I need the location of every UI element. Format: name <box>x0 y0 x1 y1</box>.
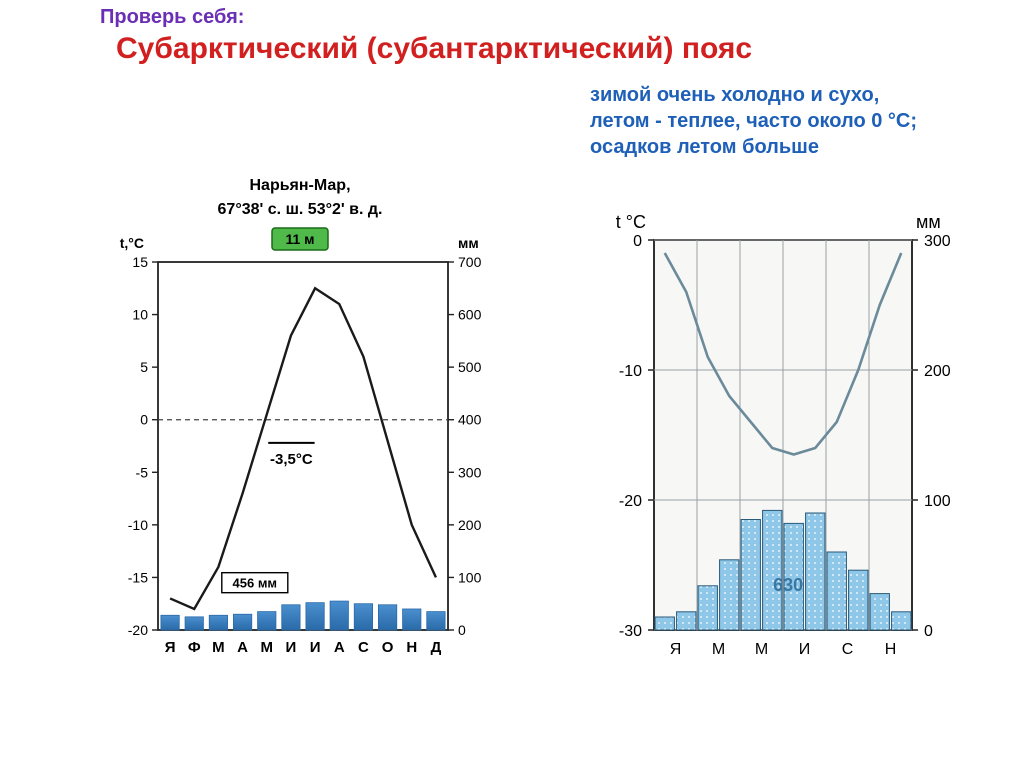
svg-text:И: И <box>799 641 811 658</box>
svg-text:400: 400 <box>458 412 482 428</box>
svg-text:300: 300 <box>458 464 482 480</box>
svg-text:10: 10 <box>132 307 148 323</box>
svg-text:А: А <box>334 639 345 656</box>
desc-line2: летом - теплее, часто около 0 °С; <box>590 110 917 132</box>
svg-text:0: 0 <box>633 233 642 250</box>
climatogram-naryan-mar: Нарьян-Мар, 67°38' с. ш. 53°2' в. д. t,°C м… <box>100 170 500 690</box>
svg-text:Я: Я <box>165 639 176 656</box>
svg-text:мм: мм <box>458 235 479 251</box>
svg-text:200: 200 <box>458 517 482 533</box>
svg-text:Н: Н <box>885 641 897 658</box>
svg-text:500: 500 <box>458 359 482 375</box>
svg-text:А: А <box>237 639 248 656</box>
svg-text:-10: -10 <box>128 517 148 533</box>
svg-text:-20: -20 <box>128 622 148 638</box>
svg-text:-15: -15 <box>128 569 148 585</box>
svg-text:630: 630 <box>773 575 803 595</box>
svg-text:И: И <box>286 639 297 656</box>
svg-text:15: 15 <box>132 254 148 270</box>
svg-text:-20: -20 <box>619 493 642 510</box>
svg-text:0: 0 <box>140 412 148 428</box>
svg-text:100: 100 <box>924 493 951 510</box>
svg-text:М: М <box>755 641 768 658</box>
svg-text:Н: Н <box>406 639 417 656</box>
header-check-yourself: Проверь себя: <box>100 6 244 29</box>
svg-text:-3,5°С: -3,5°С <box>270 451 313 468</box>
climatogram-right: t °C мм -30 -20 -10 0 0 100 200 300 Я М М И С Н 630 <box>590 200 970 690</box>
description-block: зимой очень холодно и сухо, летом - тепл… <box>590 82 1010 160</box>
svg-text:-10: -10 <box>619 363 642 380</box>
svg-text:600: 600 <box>458 307 482 323</box>
svg-text:0: 0 <box>924 623 933 640</box>
svg-text:11 м: 11 м <box>285 231 314 247</box>
svg-text:67°38' с. ш. 53°2' в. д.: 67°38' с. ш. 53°2' в. д. <box>218 201 383 218</box>
svg-text:200: 200 <box>924 363 951 380</box>
svg-text:5: 5 <box>140 359 148 375</box>
svg-text:Д: Д <box>431 639 442 656</box>
svg-text:М: М <box>212 639 225 656</box>
svg-text:О: О <box>382 639 394 656</box>
svg-text:М: М <box>712 641 725 658</box>
svg-text:700: 700 <box>458 254 482 270</box>
svg-text:Я: Я <box>670 641 682 658</box>
svg-text:Нарьян-Мар,: Нарьян-Мар, <box>249 177 350 194</box>
svg-text:t °C: t °C <box>616 212 646 232</box>
desc-line1: зимой очень холодно и сухо, <box>590 84 879 106</box>
svg-text:И: И <box>310 639 321 656</box>
desc-line3: осадков летом больше <box>590 136 819 158</box>
svg-text:456 мм: 456 мм <box>233 576 278 591</box>
svg-text:t,°C: t,°C <box>120 235 144 251</box>
svg-text:-5: -5 <box>136 464 149 480</box>
svg-text:Ф: Ф <box>188 639 201 656</box>
svg-text:0: 0 <box>458 622 466 638</box>
svg-text:С: С <box>358 639 369 656</box>
header-title: Субарктический (субантарктический) пояс <box>116 32 752 66</box>
svg-text:мм: мм <box>916 212 941 232</box>
svg-text:100: 100 <box>458 569 482 585</box>
svg-text:М: М <box>261 639 274 656</box>
svg-text:300: 300 <box>924 233 951 250</box>
svg-text:С: С <box>842 641 854 658</box>
svg-text:-30: -30 <box>619 623 642 640</box>
